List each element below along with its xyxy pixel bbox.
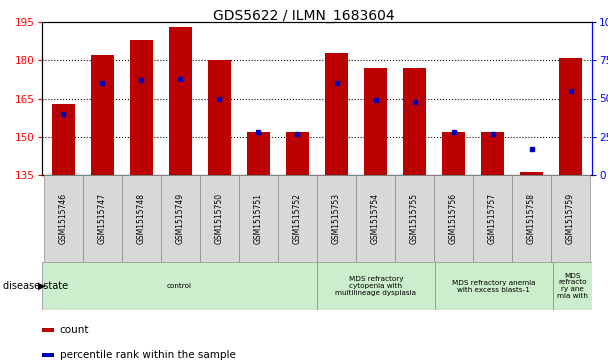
Bar — [520, 172, 543, 175]
Bar — [239, 175, 278, 262]
Bar — [356, 175, 395, 262]
Bar — [481, 132, 504, 175]
Text: MDS refractory
cytopenia with
multilineage dysplasia: MDS refractory cytopenia with multilinea… — [336, 276, 416, 296]
Bar — [247, 132, 270, 175]
Bar — [395, 175, 434, 262]
Text: GSM1515750: GSM1515750 — [215, 193, 224, 244]
Bar — [325, 53, 348, 175]
Text: GSM1515754: GSM1515754 — [371, 193, 380, 244]
Bar — [435, 262, 553, 310]
Text: GSM1515753: GSM1515753 — [332, 193, 341, 244]
Bar — [473, 175, 512, 262]
Bar — [161, 175, 200, 262]
Bar — [317, 175, 356, 262]
Bar — [169, 27, 192, 175]
Bar — [559, 58, 582, 175]
Bar — [364, 68, 387, 175]
Text: GSM1515748: GSM1515748 — [137, 193, 146, 244]
Text: ▶: ▶ — [38, 281, 45, 291]
Text: disease state: disease state — [3, 281, 68, 291]
Text: GSM1515749: GSM1515749 — [176, 193, 185, 244]
Bar — [278, 175, 317, 262]
Bar — [512, 175, 551, 262]
Text: GSM1515758: GSM1515758 — [527, 193, 536, 244]
Bar — [200, 175, 239, 262]
Bar — [317, 262, 435, 310]
Text: MDS refractory anemia
with excess blasts-1: MDS refractory anemia with excess blasts… — [452, 280, 536, 293]
Bar — [208, 60, 231, 175]
Bar — [44, 175, 83, 262]
Bar — [553, 262, 592, 310]
Text: GSM1515755: GSM1515755 — [410, 193, 419, 244]
Text: control: control — [167, 283, 192, 289]
Text: GSM1515752: GSM1515752 — [293, 193, 302, 244]
Bar — [434, 175, 473, 262]
Bar — [551, 175, 590, 262]
Bar — [42, 327, 54, 332]
Bar — [130, 40, 153, 175]
Bar — [403, 68, 426, 175]
Bar — [91, 55, 114, 175]
Bar — [42, 262, 317, 310]
Text: GSM1515757: GSM1515757 — [488, 193, 497, 244]
Bar — [122, 175, 161, 262]
Text: GSM1515759: GSM1515759 — [566, 193, 575, 244]
Bar — [442, 132, 465, 175]
Bar — [42, 352, 54, 357]
Text: GSM1515756: GSM1515756 — [449, 193, 458, 244]
Bar — [52, 103, 75, 175]
Bar — [286, 132, 309, 175]
Text: GSM1515751: GSM1515751 — [254, 193, 263, 244]
Text: MDS
refracto
ry ane
mia with: MDS refracto ry ane mia with — [557, 273, 588, 299]
Text: count: count — [60, 325, 89, 335]
Bar — [83, 175, 122, 262]
Text: percentile rank within the sample: percentile rank within the sample — [60, 350, 235, 360]
Text: GSM1515746: GSM1515746 — [59, 193, 68, 244]
Text: GDS5622 / ILMN_1683604: GDS5622 / ILMN_1683604 — [213, 9, 395, 23]
Text: GSM1515747: GSM1515747 — [98, 193, 107, 244]
